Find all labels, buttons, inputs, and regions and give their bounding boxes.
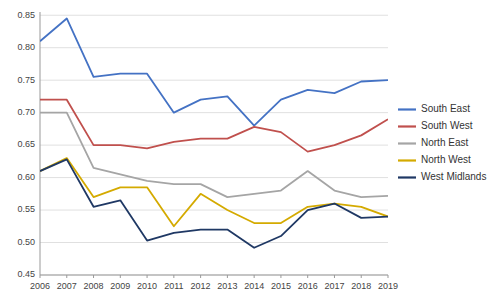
y-tick-label: 0.65 xyxy=(17,139,35,149)
x-tick-label: 2016 xyxy=(298,281,318,291)
legend-swatch xyxy=(398,108,416,110)
legend-label: North West xyxy=(421,154,471,165)
y-tick-label: 0.45 xyxy=(17,269,35,279)
series-line xyxy=(40,100,388,152)
x-tick-label: 2007 xyxy=(57,281,77,291)
y-tick-label: 0.85 xyxy=(17,10,35,20)
x-tick-label: 2006 xyxy=(30,281,50,291)
legend-label: South West xyxy=(421,120,473,131)
x-tick xyxy=(173,275,174,278)
x-tick xyxy=(93,275,94,278)
series-line xyxy=(40,18,388,125)
x-tick-label: 2015 xyxy=(271,281,291,291)
grid-line xyxy=(40,275,388,276)
x-tick-label: 2008 xyxy=(84,281,104,291)
y-tick-label: 0.75 xyxy=(17,75,35,85)
x-tick-label: 2014 xyxy=(244,281,264,291)
y-tick-label: 0.80 xyxy=(17,42,35,52)
x-tick xyxy=(147,275,148,278)
x-tick-label: 2012 xyxy=(191,281,211,291)
legend-swatch xyxy=(398,176,416,178)
x-tick xyxy=(280,275,281,278)
x-tick xyxy=(120,275,121,278)
x-tick-label: 2013 xyxy=(217,281,237,291)
grid-line xyxy=(40,80,388,81)
grid-line xyxy=(40,47,388,48)
x-tick xyxy=(227,275,228,278)
y-axis: 0.45 0.50 0.55 0.60 0.65 0.70 0.75 0.80 0.85 xyxy=(17,10,388,280)
legend-label: West Midlands xyxy=(421,171,486,182)
x-tick xyxy=(40,275,41,278)
legend-label: North East xyxy=(421,137,468,148)
x-tick-label: 2009 xyxy=(110,281,130,291)
x-tick xyxy=(361,275,362,278)
legend-swatch xyxy=(398,125,416,127)
y-axis-line xyxy=(40,12,41,275)
x-tick xyxy=(334,275,335,278)
x-tick-label: 2019 xyxy=(378,281,398,291)
x-tick xyxy=(66,275,67,278)
series-line xyxy=(40,113,388,197)
y-tick-label: 0.70 xyxy=(17,107,35,117)
y-tick-label: 0.60 xyxy=(17,172,35,182)
series-line xyxy=(40,158,388,226)
grid-line xyxy=(40,15,388,16)
x-tick xyxy=(388,275,389,278)
grid-line xyxy=(40,112,388,113)
x-tick-label: 2018 xyxy=(351,281,371,291)
x-tick xyxy=(307,275,308,278)
x-axis-line xyxy=(40,275,388,276)
legend-label: South East xyxy=(421,103,470,114)
legend: South East South West North East North West… xyxy=(398,103,486,182)
x-tick xyxy=(254,275,255,278)
x-tick xyxy=(200,275,201,278)
grid-line xyxy=(40,210,388,211)
chart: 0.45 0.50 0.55 0.60 0.65 0.70 0.75 0.80 0.85 2006… xyxy=(0,0,500,301)
legend-swatch xyxy=(398,142,416,144)
y-tick-label: 0.55 xyxy=(17,204,35,214)
grid-line xyxy=(40,177,388,178)
x-tick-label: 2017 xyxy=(324,281,344,291)
y-tick-label: 0.50 xyxy=(17,237,35,247)
x-tick-label: 2010 xyxy=(137,281,157,291)
series-group xyxy=(40,18,388,247)
x-tick-label: 2011 xyxy=(164,281,183,291)
x-axis: 2006 2007 2008 2009 2010 2011 2012 2013 2014 2015… xyxy=(30,275,398,291)
grid-line xyxy=(40,242,388,243)
legend-swatch xyxy=(398,159,416,161)
series-line xyxy=(40,159,388,247)
